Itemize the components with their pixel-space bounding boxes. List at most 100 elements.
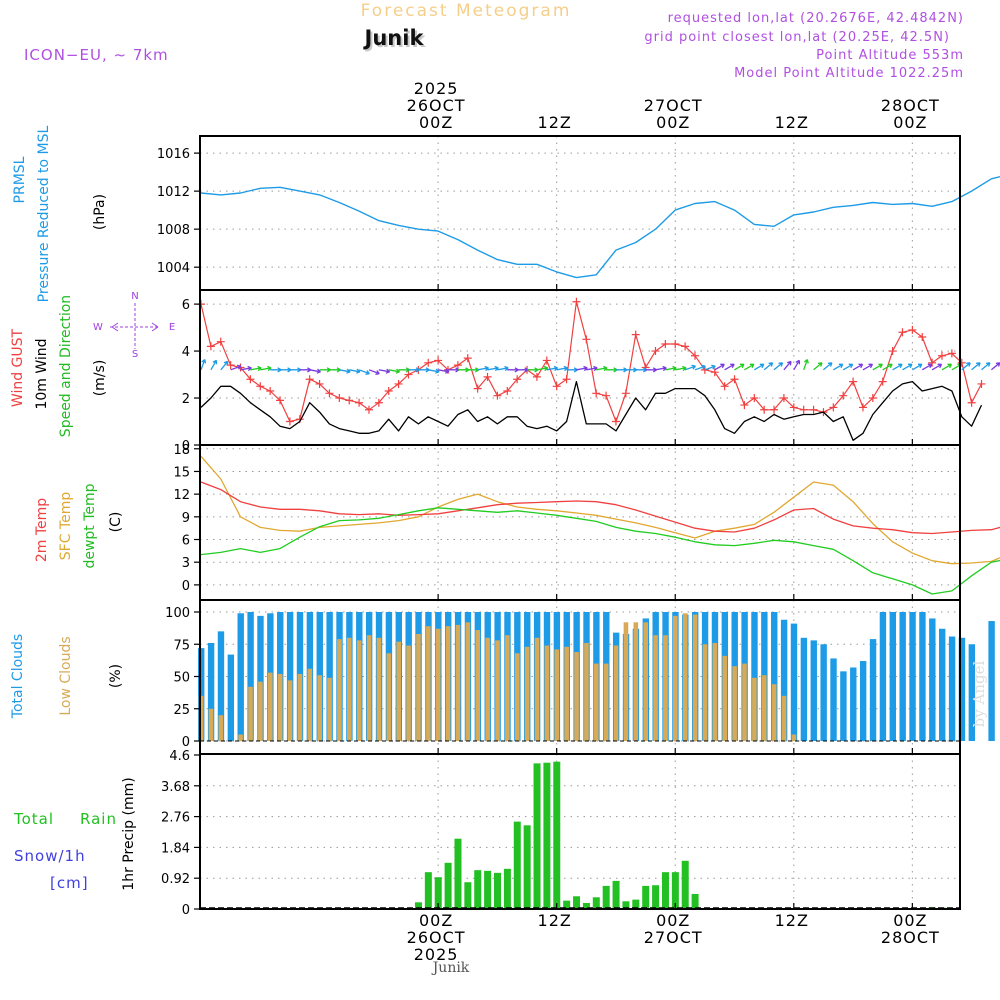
low-clouds-bar (663, 635, 668, 741)
total-clouds-bar (780, 619, 788, 741)
wind-direction-arrow (981, 362, 991, 371)
wind-speed-line (200, 380, 983, 441)
low-clouds-bar (781, 695, 787, 741)
time-label: 27OCT (644, 928, 703, 947)
low-clouds-bar (633, 622, 639, 741)
gust-marker (799, 405, 808, 414)
low-clouds-bar (623, 622, 629, 741)
low-clouds-bar (297, 673, 303, 741)
gust-marker (878, 377, 887, 386)
rain-bar (602, 885, 610, 908)
gust-marker (611, 417, 620, 426)
low-clouds-bar (564, 646, 569, 741)
panel-frame (199, 753, 961, 910)
y-tick-label: 3.68 (161, 780, 190, 795)
wind-direction-arrow (684, 364, 696, 371)
gust-marker (602, 391, 611, 400)
gust-marker (434, 356, 443, 365)
dewpt-label: dewpt Temp (82, 483, 98, 568)
low-clouds-bar (682, 613, 688, 741)
rain-bar (592, 897, 600, 908)
wind-direction-arrow (477, 365, 489, 372)
wind-direction-arrow (596, 365, 608, 372)
gust-marker (572, 297, 581, 306)
wind-direction-arrow (270, 367, 282, 373)
wind-direction-arrow (832, 363, 844, 371)
gust-marker (809, 405, 818, 414)
pressure-label-1: PRMSL (12, 156, 28, 203)
low-clouds-bar (574, 651, 579, 741)
time-axis-top: 202526OCT00Z12Z27OCT00Z12Z28OCT00Z12Z (407, 79, 939, 132)
low-clouds-bar (406, 645, 411, 741)
rain-bar (582, 902, 590, 908)
low-clouds-bar (761, 675, 767, 741)
low-clouds-bar (416, 633, 421, 741)
low-clouds-bar (356, 640, 362, 741)
gust-marker (760, 405, 769, 414)
gust-marker (315, 379, 324, 388)
wind-direction-arrow (467, 367, 480, 373)
time-label: 2025 (414, 945, 459, 964)
compass-west: W (93, 322, 103, 333)
gust-marker (206, 342, 215, 351)
wind-direction-arrow (576, 365, 588, 372)
wind-direction-arrow (457, 367, 470, 373)
gust-marker (592, 389, 601, 398)
watermark: by Angel (970, 660, 988, 727)
y-tick-label: 1016 (157, 147, 190, 162)
total-clouds-bar (850, 667, 857, 741)
gust-marker (938, 351, 946, 360)
low-clouds-bar (692, 614, 698, 741)
rain-label-total: Total (13, 810, 54, 828)
panel-frame (199, 444, 961, 601)
gust-marker (335, 394, 344, 403)
gust-marker (671, 340, 680, 349)
time-label: 00Z (656, 113, 690, 132)
low-clouds-bar (613, 645, 619, 741)
gust-marker (829, 403, 838, 412)
wind-direction-arrow (349, 368, 361, 374)
low-clouds-bar (426, 626, 431, 741)
y-tick-label: 100 (165, 606, 190, 621)
total-clouds-bar (859, 661, 867, 741)
wind-direction-arrow (645, 367, 657, 373)
rain-bar (424, 872, 432, 908)
wind-direction-arrow (220, 360, 229, 371)
total-clouds-bar (237, 613, 244, 741)
time-label: 00Z (656, 911, 690, 930)
gust-marker (216, 337, 225, 346)
low-clouds-bar (465, 622, 471, 741)
low-clouds-bar (475, 630, 481, 741)
gust-marker (621, 389, 630, 398)
low-clouds-bar (722, 655, 728, 741)
wind-direction-arrow (388, 368, 401, 374)
total-clouds-bar (198, 648, 205, 741)
wind-direction-arrow (813, 362, 823, 371)
wind-direction-arrow (309, 368, 321, 374)
y-tick-label: 6 (182, 534, 190, 549)
gust-marker (532, 372, 541, 381)
time-label: 00Z (893, 911, 927, 930)
y-tick-label: 1012 (157, 185, 190, 200)
wind-direction-arrow (200, 358, 207, 371)
y-tick-label: 18 (173, 443, 190, 458)
clouds-unit: (%) (108, 664, 124, 688)
pressure-unit: (hPa) (92, 194, 108, 230)
rain-bar (523, 825, 531, 908)
rain-bar (503, 868, 511, 908)
gust-marker (305, 375, 314, 384)
low-clouds-bar (307, 668, 313, 741)
rain-bar (513, 821, 521, 908)
gust-marker (740, 401, 749, 410)
low-clouds-bar (673, 615, 678, 741)
precip-unit: 1hr Precip (mm) (121, 777, 137, 890)
y-tick-label: 50 (173, 671, 190, 686)
low-clouds-bar (347, 637, 352, 741)
low-clouds-bar (386, 653, 392, 741)
low-clouds-bar (238, 734, 243, 741)
wind-direction-arrow (971, 362, 981, 371)
gust-marker (285, 417, 294, 426)
gust-marker (424, 358, 433, 367)
wind-direction-arrow (546, 365, 559, 372)
total-clouds-bar (899, 612, 906, 741)
